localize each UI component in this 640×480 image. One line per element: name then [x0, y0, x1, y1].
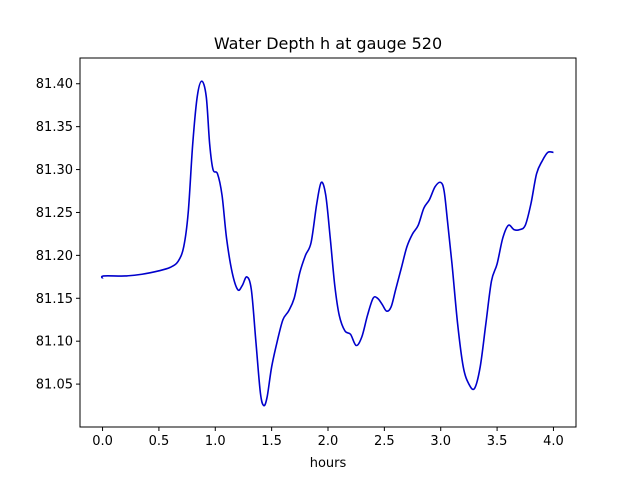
y-tick-label: 81.25 [36, 206, 73, 221]
x-tick-label: 1.5 [261, 434, 282, 449]
plot-area [100, 80, 554, 407]
y-axis: 81.05 81.10 81.15 81.20 81.25 81.30 81.35 81.40 [36, 77, 80, 393]
x-tick-label: 4.0 [543, 434, 564, 449]
series-line [100, 80, 554, 407]
y-tick-label: 81.05 [36, 378, 73, 393]
y-tick-label: 81.10 [36, 335, 73, 350]
y-tick-label: 81.35 [36, 120, 73, 135]
chart-title: Water Depth h at gauge 520 [214, 34, 442, 53]
y-tick-label: 81.30 [36, 163, 73, 178]
x-tick-label: 2.5 [374, 434, 395, 449]
y-tick-label: 81.15 [36, 292, 73, 307]
x-tick-label: 3.0 [430, 434, 451, 449]
x-tick-label: 2.0 [318, 434, 339, 449]
y-tick-label: 81.20 [36, 249, 73, 264]
x-axis-label: hours [310, 456, 347, 471]
y-tick-label: 81.40 [36, 77, 73, 92]
x-tick-label: 1.0 [205, 434, 226, 449]
x-tick-label: 0.5 [149, 434, 170, 449]
x-axis: 0.0 0.5 1.0 1.5 2.0 2.5 3.0 3.5 4.0 [92, 427, 564, 449]
x-tick-label: 0.0 [92, 434, 113, 449]
plot-frame [79, 57, 577, 428]
x-tick-label: 3.5 [487, 434, 508, 449]
